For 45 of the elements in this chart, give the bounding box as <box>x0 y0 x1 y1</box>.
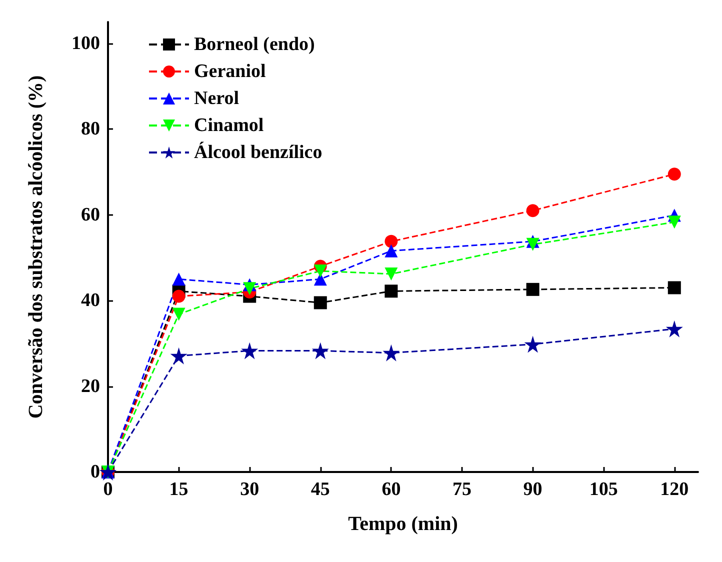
legend-label: Geraniol <box>194 61 266 82</box>
y-tick-label: 60 <box>81 204 100 226</box>
point <box>384 284 398 298</box>
point <box>526 204 540 218</box>
x-tick-label: 60 <box>382 479 401 500</box>
point <box>170 347 188 364</box>
legend-label: Nerol <box>194 88 240 109</box>
point <box>314 272 327 286</box>
point <box>312 342 329 360</box>
x-tick-label: 45 <box>310 479 330 500</box>
point <box>314 296 327 310</box>
point <box>524 336 542 353</box>
x-tick-label: 105 <box>589 479 618 500</box>
point <box>666 320 683 338</box>
point <box>668 216 681 229</box>
point <box>243 282 256 296</box>
point <box>526 238 540 251</box>
legend-label: Álcool benzílico <box>194 141 322 163</box>
x-axis-title: Tempo (min) <box>348 513 458 535</box>
x-tick-label: 15 <box>169 479 188 500</box>
y-axis-title: Conversão dos substratos alcóolicos (%) <box>25 75 47 419</box>
point <box>668 168 681 181</box>
x-tick-label: 0 <box>103 479 113 500</box>
x-tick-label: 90 <box>523 479 542 500</box>
point <box>172 308 186 321</box>
y-tick-label: 80 <box>81 118 100 140</box>
x-tick-label: 30 <box>240 479 260 500</box>
y-tick-label: 20 <box>81 376 100 397</box>
point <box>384 244 398 258</box>
y-tick-label: 0 <box>90 462 100 482</box>
point <box>384 234 398 248</box>
y-tick-label: 100 <box>72 32 100 54</box>
point <box>382 344 400 362</box>
point <box>241 342 258 360</box>
legend-label: Borneol (endo) <box>194 34 315 55</box>
legend-label: Cinamol <box>194 115 264 136</box>
point <box>314 264 327 278</box>
point <box>526 282 540 296</box>
x-tick-label: 75 <box>452 479 472 500</box>
y-tick-label: 40 <box>81 290 100 312</box>
point <box>384 268 398 280</box>
point <box>668 281 681 294</box>
x-tick-label: 120 <box>660 479 689 500</box>
point <box>172 272 186 286</box>
point <box>172 290 186 303</box>
